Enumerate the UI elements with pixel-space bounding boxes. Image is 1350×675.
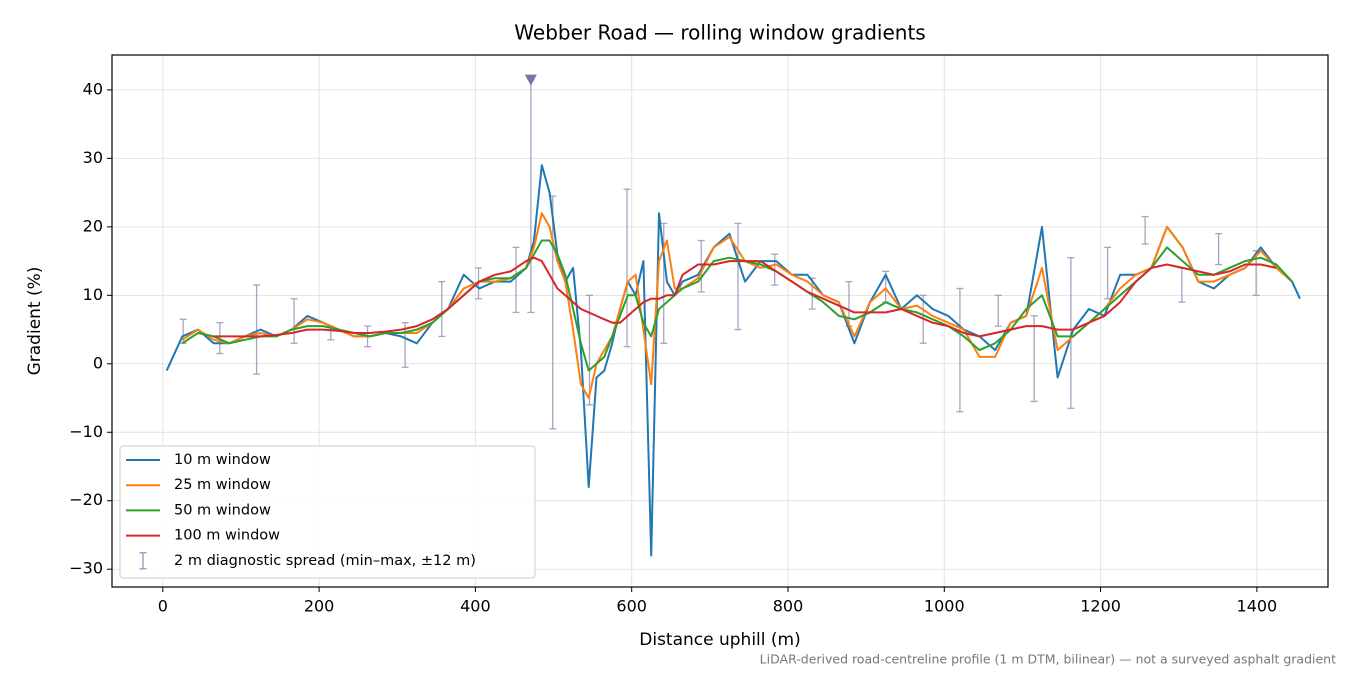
series-line: [213, 256, 1277, 338]
error-bar: [253, 284, 261, 375]
y-tick-label: 10: [83, 285, 103, 304]
legend-label: 2 m diagnostic spread (min–max, ±12 m): [174, 553, 476, 569]
clip-marker: [524, 74, 537, 86]
y-tick-label: 20: [83, 216, 103, 235]
x-tick-label: 200: [304, 597, 335, 616]
y-tick-label: −20: [69, 490, 103, 509]
error-bar: [956, 287, 964, 413]
y-axis-label: Gradient (%): [25, 267, 45, 376]
x-tick-label: 1200: [1080, 597, 1121, 616]
x-axis-label: Distance uphill (m): [639, 630, 800, 650]
series-line: [181, 212, 1293, 399]
x-tick-label: 1000: [924, 597, 965, 616]
legend-label: 100 m window: [174, 528, 280, 544]
legend-label: 25 m window: [174, 477, 271, 493]
y-tick-label: 30: [83, 148, 103, 167]
x-tick-label: 400: [460, 597, 491, 616]
y-tick-label: −30: [69, 559, 103, 578]
error-bar: [527, 78, 535, 314]
error-bar: [1030, 315, 1038, 403]
x-tick-label: 0: [158, 597, 168, 616]
legend-label: 50 m window: [174, 502, 271, 518]
error-bar: [1067, 257, 1075, 409]
error-bar: [994, 294, 1002, 327]
plot-area: [165, 78, 1301, 557]
error-bar: [734, 222, 742, 331]
series-line: [181, 239, 1293, 372]
legend-label: 10 m window: [174, 452, 271, 468]
y-tick-label: −10: [69, 422, 103, 441]
error-bar: [1215, 233, 1223, 266]
x-tick-label: 600: [616, 597, 647, 616]
error-bar: [697, 239, 705, 293]
error-bar: [623, 188, 631, 348]
y-tick-label: 40: [83, 79, 103, 98]
footnote: LiDAR-derived road-centreline profile (1…: [760, 652, 1336, 667]
error-bar: [512, 246, 520, 314]
legend-box: [119, 445, 536, 579]
error-bar: [290, 298, 298, 344]
error-bar: [660, 222, 668, 344]
error-bar: [438, 280, 446, 338]
y-tick-label: 0: [93, 353, 103, 372]
legend: 10 m window 25 m window 50 m window 100 m w…: [119, 445, 536, 579]
error-bar: [1141, 215, 1149, 245]
plot-frame: [111, 54, 1329, 588]
x-tick-label: 1400: [1237, 597, 1278, 616]
x-tick-label: 800: [773, 597, 804, 616]
error-bar: [1178, 267, 1186, 303]
chart-title: Webber Road — rolling window gradients: [514, 21, 925, 45]
error-bar: [401, 322, 409, 368]
error-bar: [1104, 246, 1112, 300]
